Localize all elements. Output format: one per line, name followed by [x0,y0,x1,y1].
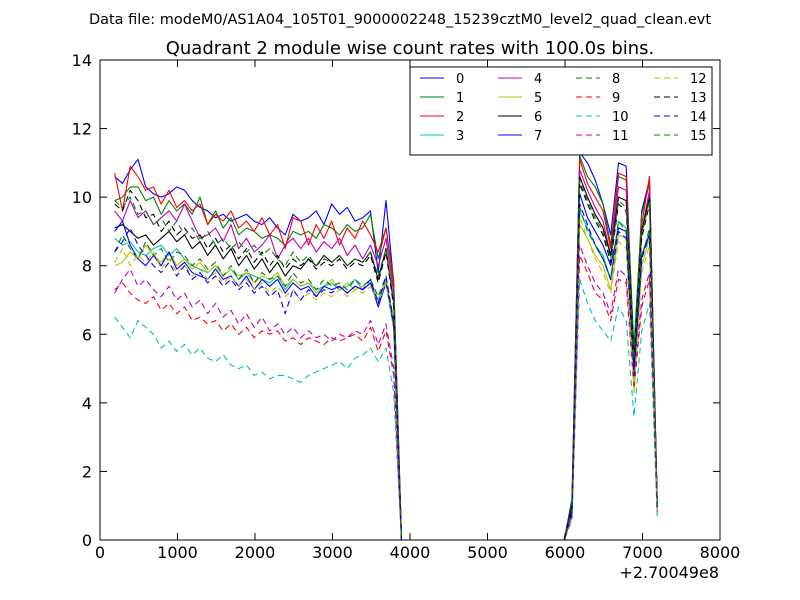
legend-label: 10 [612,110,629,125]
series-line-13 [114,182,658,541]
axes-layer: 0 1000 2000 3000 4000 5000 6000 7000 80000246810… [72,51,741,562]
legend-label: 15 [690,129,707,144]
y-tick-label: 14 [72,51,92,70]
legend-entry-15: 15 [654,129,707,144]
legend-label: 12 [690,72,707,87]
series-line-8 [114,206,658,541]
y-tick-label: 6 [82,325,92,344]
series-line-4 [114,169,658,541]
figure-suptitle: Data file: modeM0/AS1A04_105T01_90000022… [89,12,711,28]
x-tick-label: 6000 [545,543,586,562]
legend-frame [409,66,713,156]
legend-label: 3 [456,129,464,144]
legend-entry-11: 11 [576,129,629,144]
legend-label: 13 [690,91,707,106]
x-tick-label: 1000 [157,543,198,562]
series-line-9 [114,254,658,541]
legend-entry-3: 3 [420,129,464,144]
y-tick-label: 0 [82,531,92,550]
y-tick-label: 12 [72,120,92,139]
legend-label: 8 [612,72,620,87]
legend-entry-8: 8 [576,72,620,87]
x-tick-label: 7000 [622,543,663,562]
series-line-10 [114,278,658,541]
legend-entry-12: 12 [654,72,707,87]
plot-frame [99,59,721,541]
legend-entry-10: 10 [576,110,629,125]
y-tick-label: 4 [82,394,92,413]
legend-label: 7 [534,129,542,144]
legend-label: 14 [690,110,707,125]
legend-label: 6 [534,110,542,125]
legend-entry-9: 9 [576,91,620,106]
legend-label: 1 [456,91,464,106]
x-offset-label: +2.70049e8 [619,563,719,582]
legend-entry-4: 4 [498,72,542,87]
legend-entry-14: 14 [654,110,707,125]
series-line-12 [114,217,658,541]
x-tick-label: 3000 [312,543,353,562]
legend-entry-1: 1 [420,91,464,106]
legend-label: 9 [612,91,620,106]
legend-entry-7: 7 [498,129,542,144]
series-layer [114,152,658,541]
series-line-5 [114,224,658,541]
series-line-0 [114,152,658,541]
x-tick-label: 8000 [700,543,741,562]
y-tick-label: 2 [82,462,92,481]
x-tick-label: 2000 [235,543,276,562]
x-tick-label: 5000 [467,543,508,562]
legend-label: 5 [534,91,542,106]
y-tick-label: 10 [72,188,92,207]
legend-entry-2: 2 [420,110,464,125]
legend-label: 4 [534,72,542,87]
legend-entry-6: 6 [498,110,542,125]
x-tick-label: 0 [95,543,105,562]
legend-entry-0: 0 [420,72,464,87]
series-line-2 [114,158,658,541]
legend-label: 2 [456,110,464,125]
legend-entry-5: 5 [498,91,542,106]
chart-title: Quadrant 2 module wise count rates with … [166,38,655,59]
y-tick-label: 8 [82,257,92,276]
x-tick-label: 4000 [390,543,431,562]
legend-label: 0 [456,72,464,87]
series-line-14 [114,203,658,541]
series-line-15 [114,179,658,541]
legend-label: 11 [612,129,629,144]
series-line-1 [114,155,658,541]
legend-entry-13: 13 [654,91,707,106]
series-line-11 [114,244,658,541]
